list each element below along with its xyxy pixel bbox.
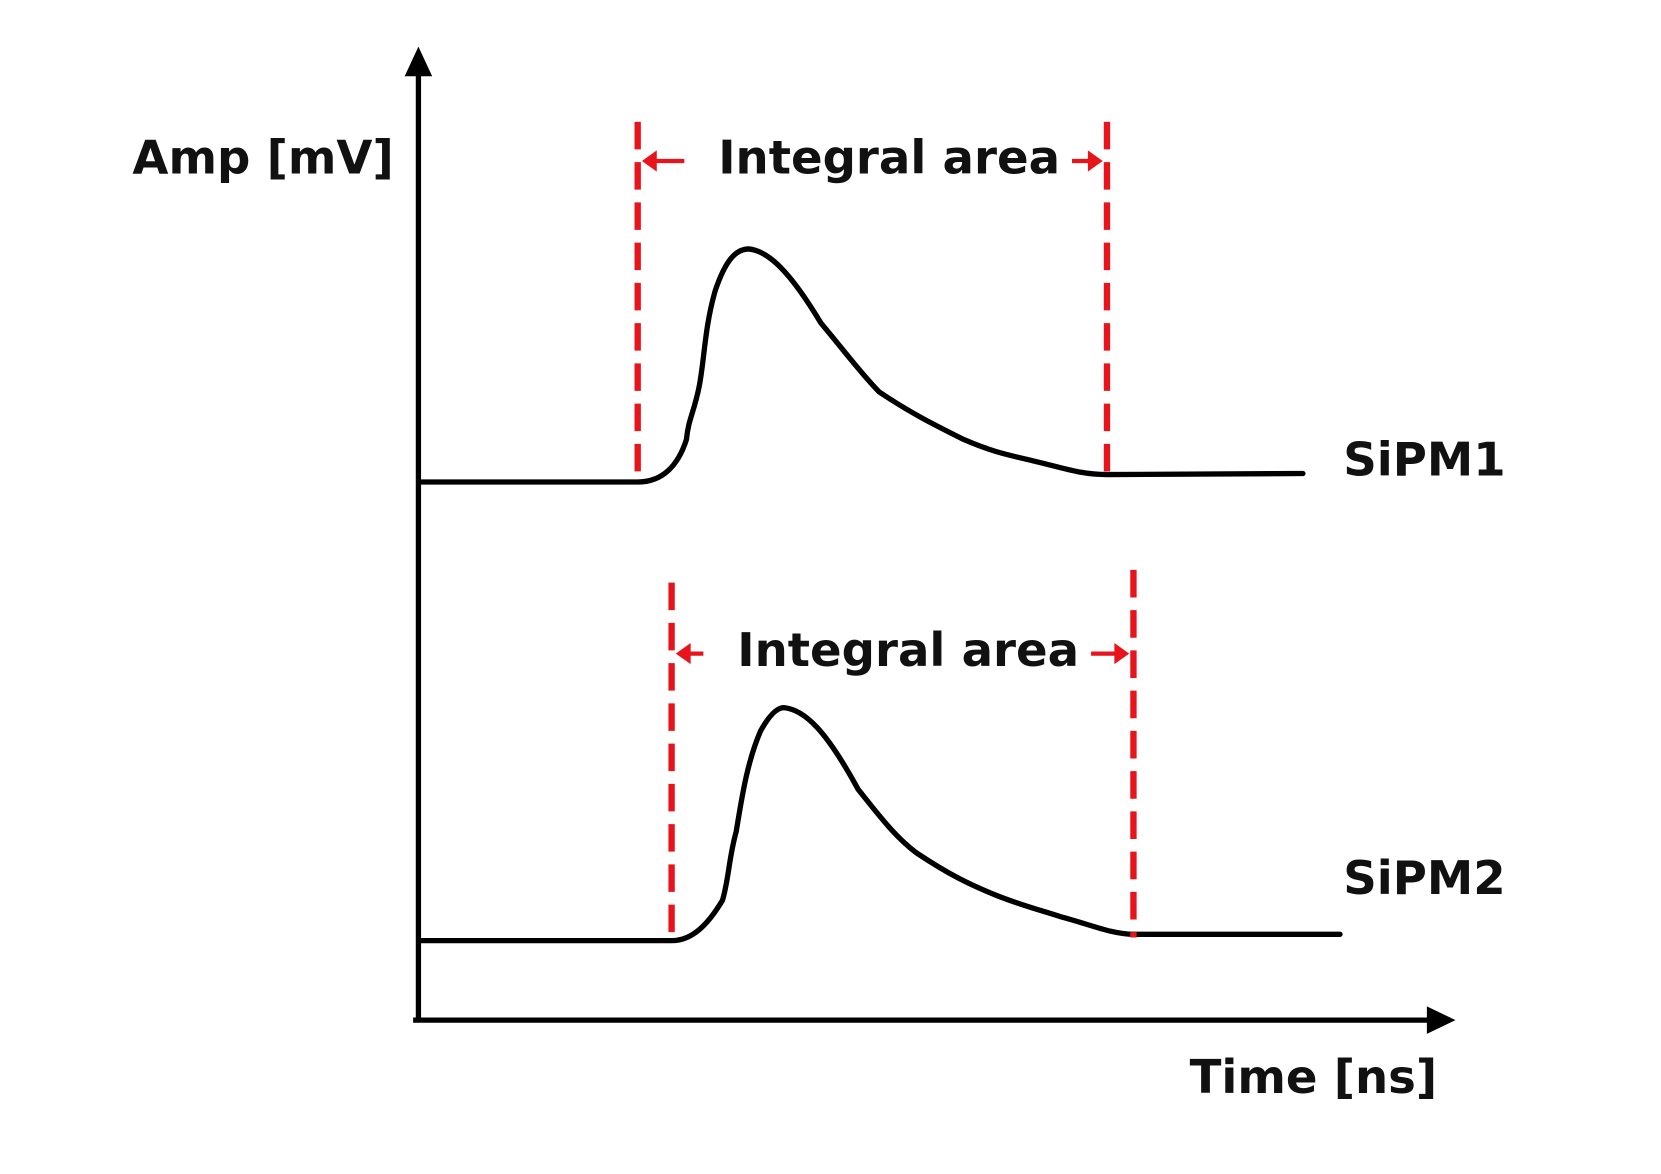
signal-curve [418,246,1306,485]
x-axis-label: Time [ns] [1190,1050,1438,1104]
window-arrow-head [1087,150,1103,172]
diagram-body: Amp [mV] Time [ns] Integral area SiPM1 I… [132,46,1506,1104]
window-label: Integral area [718,131,1060,185]
window-label: Integral area [737,623,1079,677]
y-axis-arrow [404,46,433,77]
x-axis-arrow [1426,1006,1456,1034]
window-arrow-head [675,642,691,665]
window-arrow-head [1114,642,1130,665]
signal-curve [418,704,1343,944]
signal-label: SiPM1 [1343,432,1505,486]
y-axis-label: Amp [mV] [132,131,393,185]
window-arrow-head [641,150,657,172]
signal-label: SiPM2 [1343,851,1505,905]
